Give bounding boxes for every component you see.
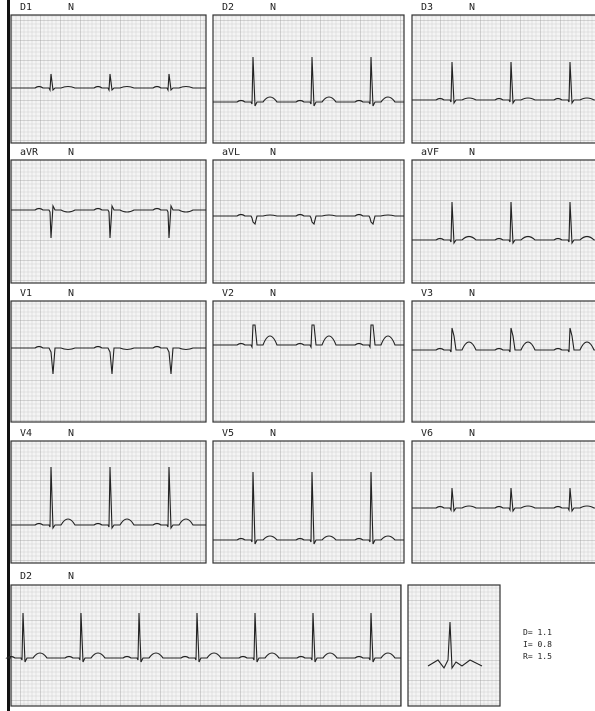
lead-name: D1 [20,2,32,13]
calibration-value: R= 1.5 [523,652,552,661]
lead-panel [11,160,206,283]
lead-panel [412,160,595,283]
lead-name: V4 [20,428,32,439]
lead-mode: N [469,147,475,158]
lead-panel [213,15,404,143]
lead-mode: N [469,428,475,439]
lead-name: V3 [421,288,433,299]
lead-name: V1 [20,288,32,299]
lead-name: aVF [421,147,439,158]
lead-panel [11,15,206,143]
calibration-panel [408,585,500,706]
lead-mode: N [469,2,475,13]
lead-panel [412,301,595,422]
lead-name: V2 [222,288,234,299]
lead-mode: N [469,288,475,299]
lead-panel [11,301,206,422]
lead-panel [213,441,404,563]
rhythm-mode: N [68,571,74,582]
lead-name: D3 [421,2,433,13]
calibration-value: D= 1.1 [523,628,552,637]
lead-panel [213,160,404,283]
left-edge [7,0,10,711]
lead-mode: N [270,428,276,439]
lead-name: V5 [222,428,234,439]
lead-mode: N [68,2,74,13]
lead-mode: N [270,147,276,158]
lead-name: aVL [222,147,240,158]
ecg-sheet: D1 N D2 N D3 NaVR NaVL NaVF N V1 N V2 N V3 N V4 N V5 N V6 N D… [0,0,595,711]
lead-mode: N [68,147,74,158]
lead-name: aVR [20,147,39,158]
lead-mode: N [68,288,74,299]
lead-panel [11,441,206,563]
lead-name: D2 [222,2,234,13]
rhythm-panel [11,585,401,706]
lead-panel [412,441,595,563]
lead-panel [213,301,404,422]
lead-mode: N [270,288,276,299]
lead-mode: N [68,428,74,439]
calibration-value: I= 0.8 [523,640,552,649]
lead-name: V6 [421,428,433,439]
rhythm-name: D2 [20,571,32,582]
lead-panel [412,15,595,143]
lead-mode: N [270,2,276,13]
